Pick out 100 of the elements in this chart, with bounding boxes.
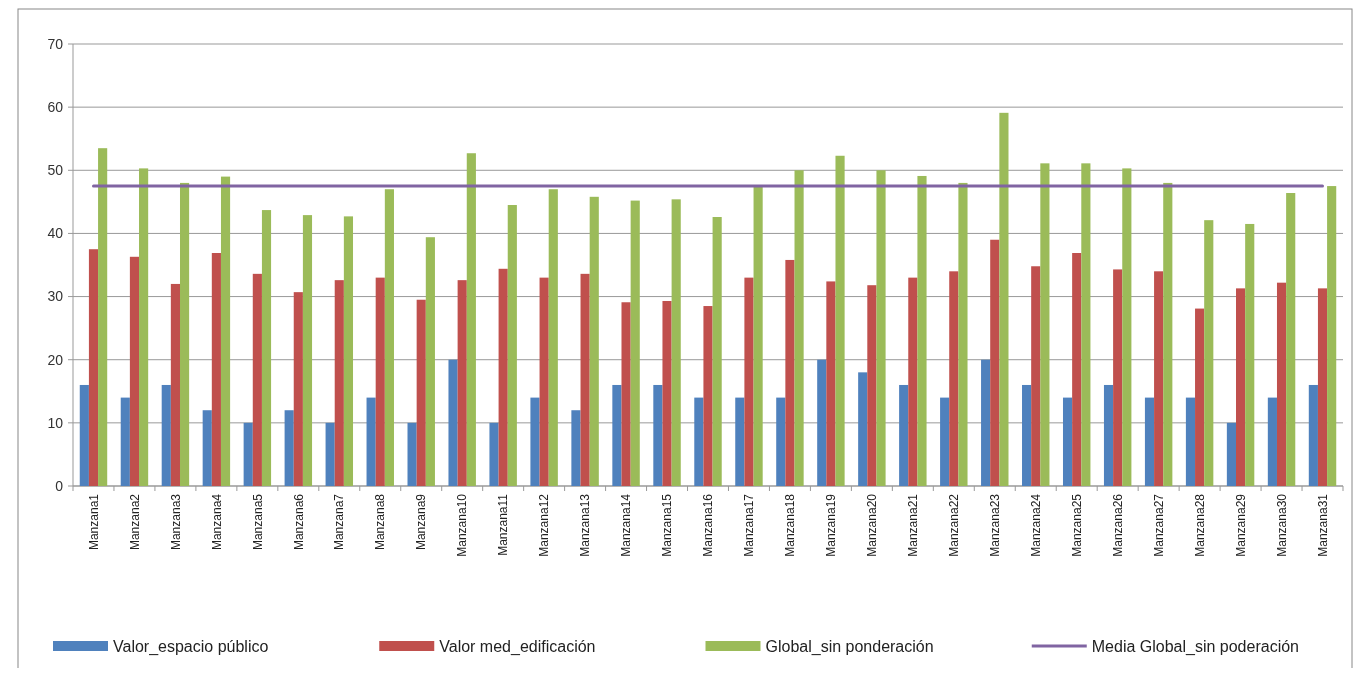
x-tick-label: Manzana18 — [783, 493, 798, 557]
x-tick-label: Manzana16 — [701, 493, 716, 557]
x-tick-label: Manzana24 — [1028, 493, 1043, 557]
bar — [1144, 397, 1155, 486]
bar — [1317, 288, 1328, 486]
bar — [794, 170, 804, 486]
legend-label: Valor med_edificación — [439, 637, 596, 656]
x-tick-label: Manzana13 — [578, 493, 593, 557]
bar — [489, 422, 499, 486]
bar — [990, 239, 1000, 486]
bar — [407, 422, 417, 486]
x-tick-label: Manzana30 — [1274, 493, 1289, 557]
bar — [284, 410, 294, 486]
x-tick-label: Manzana21 — [906, 493, 921, 557]
bar — [302, 215, 313, 486]
bar — [139, 168, 149, 486]
bar — [999, 112, 1009, 486]
bar — [120, 397, 130, 486]
bar — [621, 302, 631, 486]
bar — [662, 300, 672, 486]
bar — [293, 292, 303, 486]
x-tick-label: Manzana9 — [414, 493, 429, 551]
x-tick-label: Manzana3 — [168, 493, 183, 551]
bar — [571, 410, 581, 486]
x-tick-label: Manzana7 — [332, 493, 347, 551]
y-tick-label: 70 — [47, 35, 64, 52]
bar — [211, 253, 221, 486]
bar — [202, 410, 212, 486]
y-tick-label: 60 — [47, 99, 64, 116]
bar — [1276, 282, 1287, 486]
bar — [261, 210, 272, 486]
bar — [867, 285, 877, 486]
bar — [1022, 384, 1032, 486]
bar — [1163, 182, 1173, 486]
bar — [1103, 384, 1114, 486]
bar — [252, 273, 262, 486]
x-tick-label: Manzana26 — [1110, 493, 1125, 557]
y-tick-label: 20 — [47, 351, 64, 368]
bar — [498, 268, 508, 486]
bar — [161, 384, 171, 486]
bar — [88, 249, 99, 486]
bar — [981, 359, 991, 486]
x-tick-label: Manzana10 — [455, 493, 470, 557]
bar — [1327, 186, 1337, 486]
bar — [448, 359, 458, 486]
bar — [817, 359, 827, 486]
bar — [384, 189, 394, 486]
bar — [858, 372, 868, 486]
bar — [1185, 397, 1196, 486]
y-tick-label: 40 — [47, 225, 64, 242]
bar — [589, 196, 599, 486]
bar — [1204, 220, 1214, 486]
x-tick-label: Manzana20 — [865, 493, 880, 557]
bar — [466, 153, 476, 486]
x-tick-label: Manzana1 — [86, 493, 101, 551]
x-tick-label: Manzana11 — [496, 493, 511, 556]
x-tick-label: Manzana27 — [1151, 493, 1166, 557]
bar — [1081, 163, 1091, 486]
bar — [220, 176, 231, 486]
bar — [530, 397, 540, 486]
bar — [343, 216, 354, 486]
x-tick-label: Manzana31 — [1315, 493, 1330, 557]
y-tick-label: 50 — [47, 162, 64, 179]
bar — [179, 182, 190, 486]
bar — [899, 384, 909, 486]
bar — [1072, 253, 1082, 486]
x-tick-label: Manzana14 — [619, 493, 634, 557]
bar — [703, 306, 713, 486]
bar — [425, 237, 435, 486]
bar — [958, 182, 968, 486]
bar — [835, 155, 845, 486]
legend-label: Global_sin ponderación — [765, 637, 934, 656]
bar — [325, 422, 335, 486]
bar — [908, 277, 918, 486]
y-tick-label: 30 — [47, 288, 64, 305]
bar — [1122, 168, 1132, 486]
x-tick-label: Manzana6 — [291, 493, 306, 551]
x-tick-label: Manzana4 — [209, 493, 224, 551]
bar — [129, 256, 140, 486]
bar — [580, 273, 590, 486]
bar — [1236, 288, 1246, 486]
bar — [243, 422, 253, 486]
x-tick-label: Manzana8 — [373, 493, 388, 551]
bar — [826, 281, 836, 486]
bar — [334, 280, 344, 486]
bar — [507, 205, 517, 486]
x-tick-label: Manzana29 — [1233, 493, 1248, 557]
bar — [1286, 193, 1296, 486]
x-tick-label: Manzana12 — [537, 493, 552, 557]
bar — [1031, 266, 1041, 486]
bar — [876, 170, 886, 486]
bar — [1267, 397, 1277, 486]
x-tick-label: Manzana22 — [947, 493, 962, 557]
bar — [1226, 422, 1237, 486]
bar — [375, 277, 385, 486]
x-tick-label: Manzana23 — [987, 493, 1002, 557]
x-tick-label: Manzana19 — [824, 493, 839, 557]
bar — [98, 148, 108, 486]
x-tick-label: Manzana25 — [1069, 493, 1084, 557]
bar — [653, 384, 663, 486]
